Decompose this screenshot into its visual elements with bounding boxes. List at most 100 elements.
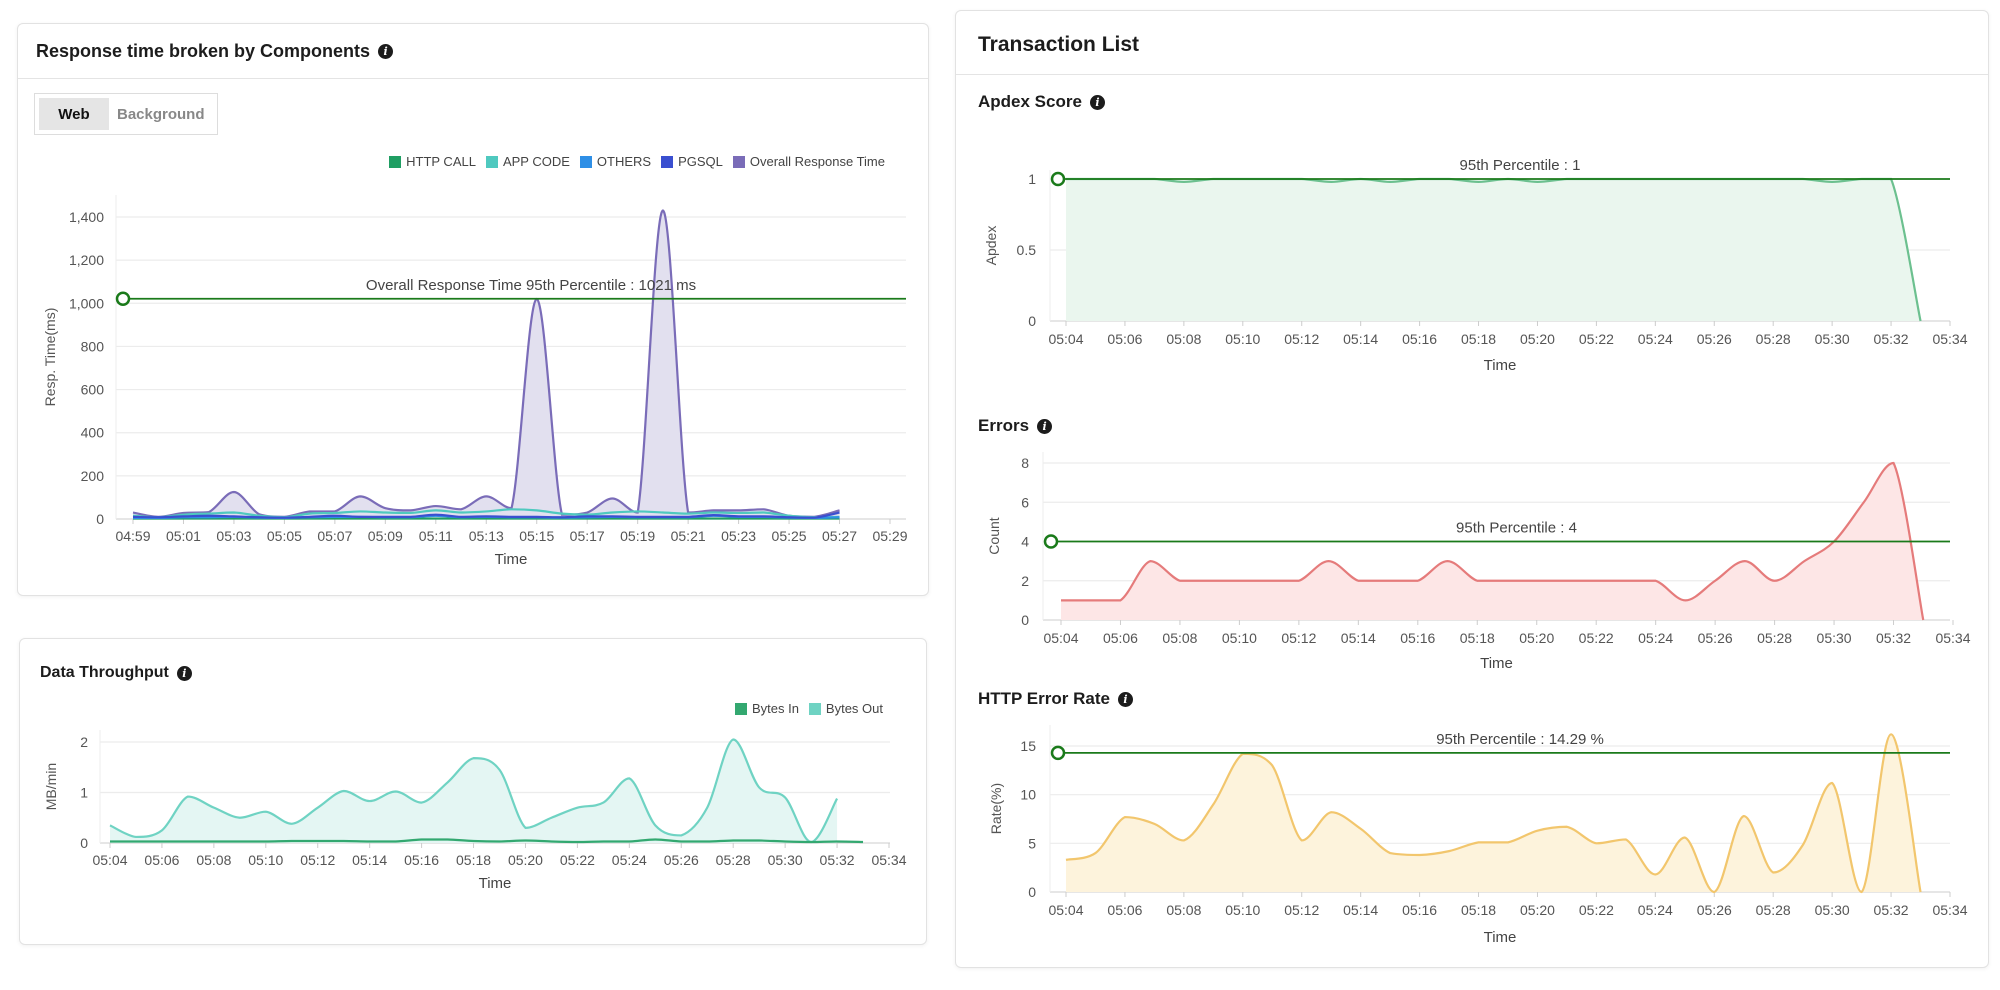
x-tick-label: 05:26 (664, 852, 699, 868)
throughput-legend: Bytes In Bytes Out (734, 701, 883, 716)
legend-item[interactable]: Overall Response Time (732, 154, 885, 169)
toggle-background[interactable]: Background (117, 105, 205, 123)
x-tick-label: 05:27 (822, 528, 857, 544)
http-error-rate-title: HTTP Error Rate i (978, 689, 1133, 709)
x-tick-label: 05:17 (570, 528, 605, 544)
x-tick-label: 05:11 (419, 528, 453, 544)
percentile-label: 95th Percentile : 1 (1460, 157, 1581, 174)
transaction-list-title: Transaction List (978, 33, 1140, 56)
apdex-score-title: Apdex Score i (978, 92, 1105, 112)
x-tick-label: 05:28 (716, 852, 751, 868)
info-icon[interactable]: i (1037, 418, 1053, 434)
series-area (133, 210, 840, 519)
x-tick-label: 05:18 (456, 852, 491, 868)
x-tick-label: 05:32 (820, 852, 855, 868)
x-tick-label: 05:12 (1281, 630, 1316, 646)
x-tick-label: 05:20 (1519, 630, 1554, 646)
series-line[interactable] (1061, 461, 1925, 621)
x-tick-label: 05:24 (1638, 902, 1673, 918)
x-tick-label: 05:16 (1402, 331, 1437, 347)
chart-2: 0 0.5 1 05:04 05:06 05:08 05:10 05:12 05:14 05:16… (983, 157, 1968, 374)
x-tick-label: 05:04 (92, 852, 127, 868)
percentile-marker[interactable] (1050, 171, 1066, 187)
x-tick-label: 05:08 (1166, 331, 1201, 347)
x-tick-label: 05:26 (1698, 630, 1733, 646)
y-tick-label: 0 (1028, 884, 1036, 900)
x-tick-label: 05:09 (368, 528, 403, 544)
x-tick-label: 05:34 (1932, 331, 1967, 347)
x-tick-label: 05:24 (1638, 630, 1673, 646)
x-tick-label: 05:16 (1402, 902, 1437, 918)
x-tick-label: 05:28 (1756, 902, 1791, 918)
x-tick-label: 05:23 (721, 528, 756, 544)
x-tick-label: 05:22 (1579, 902, 1614, 918)
percentile-label: Overall Response Time 95th Percentile : … (366, 277, 696, 294)
y-axis-title: Apdex (983, 226, 999, 266)
errors-title-text: Errors (978, 416, 1030, 435)
percentile-marker[interactable] (1043, 534, 1059, 549)
x-tick-label: 05:08 (1162, 630, 1197, 646)
series-line[interactable] (132, 209, 840, 518)
x-tick-label: 05:28 (1757, 630, 1792, 646)
info-icon[interactable]: i (1089, 94, 1105, 110)
x-tick-label: 05:24 (1638, 331, 1673, 347)
x-tick-label: 05:04 (1043, 630, 1078, 646)
legend-item[interactable]: HTTP CALL (389, 154, 476, 169)
y-tick-label: 1 (80, 785, 88, 801)
y-tick-label: 600 (81, 382, 105, 398)
x-tick-label: 05:26 (1697, 902, 1732, 918)
x-tick-label: 05:22 (560, 852, 595, 868)
x-axis-title: Time (479, 875, 512, 892)
series-line[interactable] (132, 511, 840, 519)
legend-item[interactable]: APP CODE (485, 154, 570, 169)
percentile-marker[interactable] (1050, 745, 1066, 761)
y-tick-label: 5 (1028, 835, 1036, 851)
header-divider (956, 74, 1988, 75)
percentile-label: 95th Percentile : 4 (1456, 520, 1577, 537)
legend-item[interactable]: PGSQL (661, 154, 723, 169)
header-divider (18, 78, 928, 79)
x-tick-label: 05:04 (1048, 331, 1083, 347)
x-tick-label: 05:20 (1520, 331, 1555, 347)
x-tick-label: 05:21 (671, 528, 706, 544)
x-tick-label: 05:32 (1874, 331, 1909, 347)
response-time-title: Response time broken by Components i (36, 41, 394, 62)
series-area (110, 739, 838, 843)
legend-item[interactable]: Bytes Out (808, 701, 883, 716)
x-tick-label: 05:30 (1817, 630, 1852, 646)
x-tick-label: 05:22 (1579, 630, 1614, 646)
info-icon[interactable]: i (378, 44, 394, 59)
x-tick-label: 05:24 (612, 852, 647, 868)
percentile-marker[interactable] (115, 291, 131, 307)
info-icon[interactable]: i (1117, 691, 1133, 707)
x-axis-title: Time (1484, 929, 1517, 946)
x-tick-label: 05:22 (1579, 331, 1614, 347)
x-tick-label: 05:14 (1343, 331, 1378, 347)
data-throughput-title: Data Throughput i (40, 664, 192, 682)
x-tick-label: 05:06 (1107, 331, 1142, 347)
chart-4: 0 5 10 15 05:04 05:06 05:08 05:10 05:12 05:14 05:1… (988, 725, 1968, 946)
legend-label: OTHERS (596, 154, 652, 169)
y-tick-label: 800 (81, 338, 105, 354)
y-tick-label: 200 (81, 468, 105, 484)
data-throughput-panel: Data Throughput i (19, 638, 927, 945)
y-tick-label: 400 (81, 425, 105, 441)
x-tick-label: 05:29 (872, 528, 907, 544)
info-icon[interactable]: i (176, 665, 192, 681)
series-line[interactable] (109, 738, 839, 844)
x-tick-label: 05:18 (1461, 902, 1496, 918)
x-axis-title: Time (1484, 357, 1517, 374)
x-tick-label: 05:32 (1874, 902, 1909, 918)
x-tick-label: 05:19 (620, 528, 655, 544)
series-line[interactable] (109, 838, 864, 844)
x-tick-label: 05:34 (1935, 630, 1970, 646)
legend-item[interactable]: Bytes In (734, 701, 799, 716)
series-line[interactable] (1065, 733, 1922, 894)
series-line[interactable] (132, 508, 840, 519)
legend-label: HTTP CALL (406, 154, 476, 169)
x-tick-label: 05:20 (1520, 902, 1555, 918)
x-tick-label: 05:14 (1343, 902, 1378, 918)
legend-item[interactable]: OTHERS (579, 154, 652, 169)
y-tick-label: 2 (1021, 573, 1029, 589)
toggle-web[interactable]: Web (39, 98, 109, 130)
